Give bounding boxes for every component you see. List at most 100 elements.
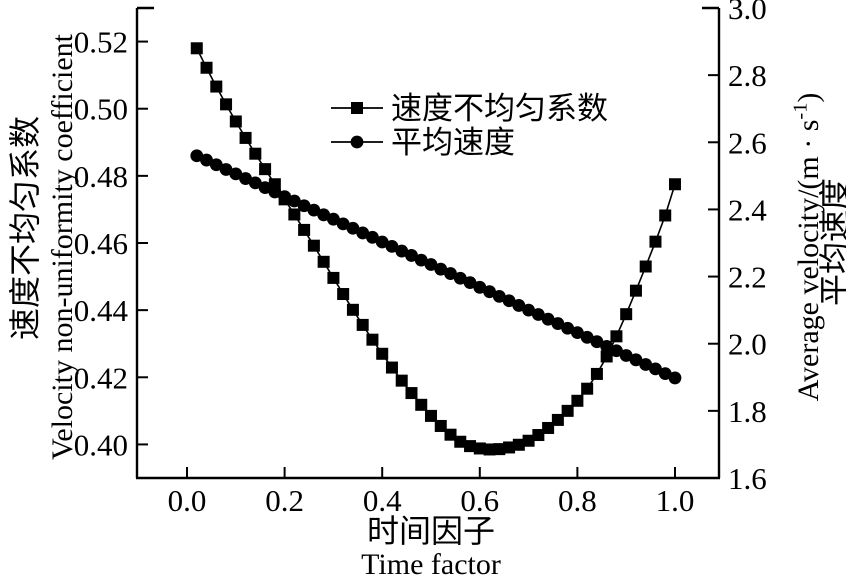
- circle-marker: [395, 244, 409, 258]
- square-marker: [444, 428, 457, 441]
- square-marker: [464, 440, 477, 453]
- circle-marker: [434, 262, 448, 276]
- circle-marker: [512, 299, 526, 312]
- circle-marker: [502, 294, 516, 308]
- circle-marker: [473, 280, 487, 294]
- square-marker: [385, 361, 398, 374]
- circle-marker: [190, 149, 204, 163]
- square-marker: [220, 98, 233, 111]
- circle-marker: [258, 181, 272, 195]
- square-marker: [395, 374, 408, 387]
- circle-marker: [200, 153, 213, 167]
- x-tick-label: 0.8: [558, 483, 597, 518]
- right-tick-label: 2.2: [728, 260, 767, 295]
- square-marker: [190, 42, 203, 55]
- square-marker: [454, 435, 467, 448]
- circle-marker: [531, 308, 545, 321]
- right-tick-label: 2.4: [728, 192, 767, 227]
- circle-marker: [541, 312, 555, 326]
- x-tick-label: 0.4: [363, 483, 402, 518]
- square-marker: [571, 394, 584, 407]
- right-tick-label: 1.8: [728, 394, 767, 429]
- circle-marker: [453, 271, 467, 285]
- x-axis-title-en: Time factor: [361, 548, 501, 580]
- right-tick-label: 2.6: [728, 125, 767, 160]
- circle-marker: [570, 326, 584, 340]
- circle-marker: [463, 276, 477, 290]
- square-marker: [288, 208, 301, 221]
- square-marker: [659, 209, 672, 222]
- left-tick-label: 0.40: [74, 427, 128, 462]
- square-marker: [503, 441, 516, 454]
- right-tick-label: 2.8: [728, 58, 767, 93]
- x-tick-label: 0.6: [460, 483, 499, 518]
- square-marker: [629, 284, 642, 297]
- square-marker: [649, 235, 662, 248]
- right-tick-label: 2.0: [728, 327, 767, 362]
- square-marker: [620, 308, 633, 321]
- circle-marker: [219, 163, 233, 176]
- right-axis-title-zh: 平均速度: [817, 178, 846, 306]
- left-tick-label: 0.44: [74, 293, 129, 328]
- circle-marker: [444, 267, 457, 280]
- circle-marker: [248, 176, 262, 190]
- x-tick-label: 0.2: [265, 483, 304, 518]
- circle-marker: [668, 371, 682, 385]
- circle-marker: [317, 208, 331, 222]
- circle-marker: [336, 217, 350, 231]
- circle-marker: [639, 358, 653, 371]
- square-marker: [600, 350, 613, 363]
- circle-marker: [414, 253, 428, 267]
- right-tick-label: 3.0: [728, 0, 767, 26]
- left-axis-title-en: Velocity non-uniformity coefficient: [46, 33, 79, 460]
- square-marker: [668, 178, 681, 191]
- square-marker: [532, 429, 545, 442]
- right-tick-label: 1.6: [728, 461, 767, 496]
- circle-marker: [356, 226, 370, 240]
- circle-marker: [610, 344, 623, 358]
- square-marker: [346, 303, 359, 316]
- square-marker: [425, 409, 438, 422]
- circle-marker: [239, 172, 252, 185]
- circle-marker: [629, 353, 643, 367]
- legend-label: 平均速度: [391, 125, 515, 160]
- circle-marker: [229, 167, 243, 181]
- left-tick-label: 0.52: [74, 25, 128, 60]
- square-marker: [610, 330, 623, 343]
- square-marker: [581, 382, 594, 395]
- square-marker: [249, 147, 262, 160]
- square-marker: [473, 442, 486, 455]
- square-marker: [356, 318, 369, 331]
- circle-marker: [561, 321, 575, 335]
- square-marker: [483, 443, 496, 456]
- square-marker: [639, 260, 652, 273]
- circle-marker: [658, 367, 672, 380]
- left-tick-label: 0.48: [74, 159, 128, 194]
- circle-marker: [307, 203, 321, 217]
- square-marker: [542, 421, 555, 434]
- circle-marker: [327, 212, 340, 226]
- circle-marker: [287, 194, 301, 208]
- circle-marker: [580, 330, 594, 344]
- circle-marker: [522, 303, 535, 317]
- square-marker: [493, 443, 506, 456]
- square-marker: [551, 413, 564, 426]
- circle-marker: [278, 190, 292, 204]
- square-marker: [434, 419, 447, 432]
- legend-label: 速度不均匀系数: [391, 91, 608, 126]
- circle-marker: [619, 349, 633, 362]
- circle-marker: [492, 289, 506, 303]
- square-marker: [590, 367, 603, 380]
- x-axis-title-zh: 时间因子: [367, 513, 495, 549]
- left-tick-label: 0.50: [74, 92, 128, 127]
- circle-marker: [483, 285, 496, 299]
- circle-marker: [366, 230, 379, 244]
- circle-marker: [551, 317, 565, 330]
- circle-marker: [649, 362, 662, 376]
- square-marker: [561, 404, 574, 417]
- circle-marker: [209, 158, 223, 172]
- right-axis-title-en: Average velocity/(m · s-1): [790, 93, 825, 402]
- circle-marker: [424, 258, 438, 271]
